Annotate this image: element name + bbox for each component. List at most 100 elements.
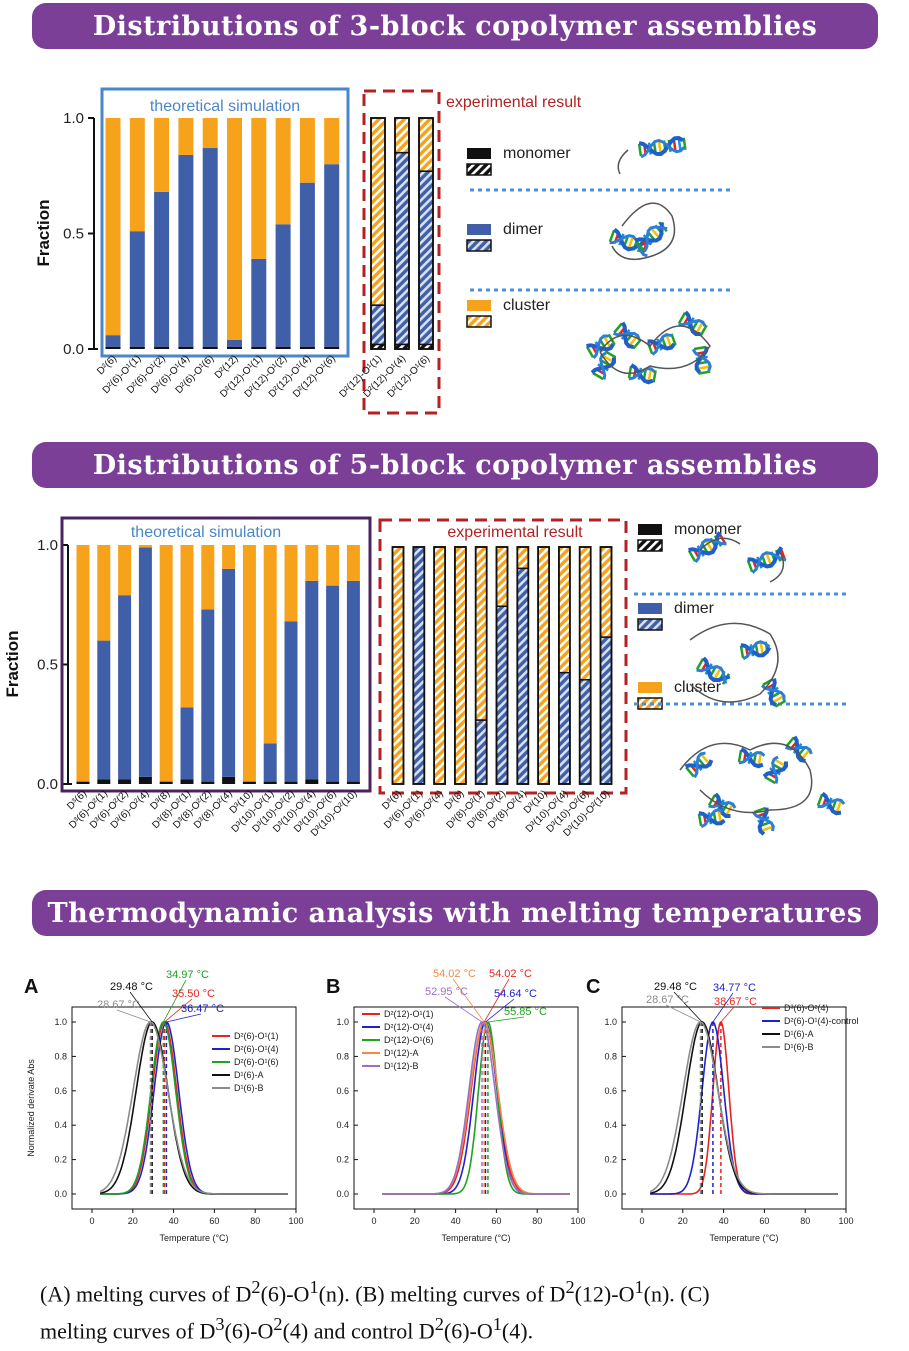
exp5-bar-dimer (516, 567, 530, 785)
theory3-bar-dimer (299, 182, 315, 347)
theory5-bar-monomer (284, 781, 298, 784)
A-x-tick-label: 80 (250, 1216, 260, 1226)
A-tm-label-3: 35.50 °C (172, 988, 215, 1000)
base-pair (700, 753, 711, 765)
B-x-tick-label: 0 (371, 1216, 376, 1226)
C-legend-label-3: D¹(6)-B (784, 1042, 814, 1052)
monomer5-linker (699, 537, 785, 583)
theory5-bar-cluster (180, 545, 194, 708)
backbone (757, 807, 769, 836)
backbone (747, 546, 784, 569)
B-tm-label-4: 55.85 °C (504, 1006, 547, 1018)
B-tm-label-3: 54.64 °C (494, 988, 537, 1000)
exp5-bar-outline (453, 546, 467, 785)
caption-line-2: melting curves of D3(6)-O2(4) and contro… (40, 1314, 534, 1344)
B-y-tick-label: 0.2 (336, 1155, 349, 1165)
exp5-frame (378, 518, 628, 795)
theory3-bar-monomer (178, 346, 194, 349)
backbone (647, 339, 676, 351)
theory5-tick-label: 0.5 (37, 657, 58, 674)
base-pair (713, 668, 722, 680)
theory5-bar-cluster (97, 545, 111, 641)
base-pair (682, 137, 687, 150)
dimer5-linker (689, 622, 779, 703)
dimer3-linker (611, 202, 676, 261)
theory3-frame (100, 87, 350, 358)
base-pair (650, 227, 661, 239)
base-pair (757, 753, 762, 766)
base-pair (695, 322, 704, 334)
B-tm-label-0: 54.02 °C (433, 968, 476, 980)
cluster3-sketch-2 (646, 333, 677, 356)
base-pair (739, 645, 745, 659)
C-tm-leader-3 (720, 1006, 735, 1023)
A-tm-label-4: 36.47 °C (181, 1003, 224, 1015)
cluster5-sketch-5 (816, 791, 846, 816)
theory3-bar-dimer (251, 258, 267, 347)
A-tm-leader-4 (166, 1013, 202, 1023)
backbone (684, 759, 714, 769)
base-pair (765, 553, 773, 566)
base-pair (602, 354, 614, 363)
theory5-bar-dimer (222, 568, 236, 777)
exp5-bar-dimer (412, 546, 426, 785)
theory5-bar-monomer (138, 776, 152, 784)
A-y-tick-label: 0.8 (54, 1051, 67, 1061)
cluster3-sketch-5 (627, 363, 657, 385)
exp3-title: experimental result (446, 94, 582, 111)
legend5-legend-cluster-solid (638, 682, 662, 693)
cluster3-sketch-6 (590, 350, 617, 381)
exp5-bar-outline (412, 546, 426, 785)
backbone (613, 331, 641, 341)
base-pair (657, 141, 662, 154)
backbone (740, 747, 764, 769)
base-pair (603, 336, 612, 348)
theory5-bar-cluster (326, 545, 340, 586)
B-x-tick-label: 60 (491, 1216, 501, 1226)
theory5-bar-dimer (263, 743, 277, 782)
backbone (640, 138, 686, 159)
base-pair (627, 365, 633, 379)
exp5-bar-outline (537, 546, 550, 785)
exp3-bar-outline (394, 117, 410, 350)
B-x-tick-label: 80 (532, 1216, 542, 1226)
theory3-bar-cluster (299, 118, 315, 183)
cluster5-sketch-4 (785, 735, 813, 763)
B-x-tick-label: 100 (570, 1216, 585, 1226)
backbone (751, 551, 787, 574)
exp5-bar-outline (495, 546, 509, 785)
theory5-bar-dimer (118, 595, 132, 780)
B-legend-label-2: D²(12)-O¹(6) (384, 1035, 434, 1045)
exp3-bar-cluster (418, 117, 434, 172)
backbone (634, 222, 664, 243)
theory3-tick-label: 0.0 (63, 341, 84, 358)
exp5-bar-outline (558, 546, 571, 785)
exp5-bar-outline (516, 546, 530, 785)
C-xlabel: Temperature (°C) (709, 1233, 778, 1243)
theory5-bar-monomer (305, 779, 319, 784)
theory5-bar-monomer (97, 779, 111, 784)
theory5-bar-monomer (222, 776, 236, 784)
C-tm-label-1: 28.67 °C (646, 994, 689, 1006)
B-y-tick-label: 0.8 (336, 1051, 349, 1061)
monomer3-linker (617, 149, 629, 175)
banner-3block: Distributions of 3-block copolymer assem… (32, 3, 878, 49)
theory3-bar-dimer (227, 339, 242, 347)
C-y-tick-label: 0.8 (604, 1051, 617, 1061)
figure-caption: (A) melting curves of D2(6)-O1(n). (B) m… (40, 1272, 880, 1347)
A-tm-leader-1 (116, 1009, 151, 1023)
B-tm-leader-3 (485, 998, 515, 1023)
base-pair (604, 350, 617, 359)
exp3-bar-dimer (394, 151, 410, 346)
B-tm-leader-1 (483, 978, 510, 1023)
base-pair (613, 322, 623, 334)
backbone (643, 225, 668, 253)
theory5-bar-cluster (284, 545, 298, 622)
cluster5-sketch-6 (697, 808, 726, 829)
backbone (698, 811, 726, 826)
C-tm-leader-0 (673, 991, 703, 1023)
legend3-legend-dimer-label: dimer (503, 221, 544, 238)
exp5-bar-outline (433, 546, 447, 785)
base-pair (697, 365, 710, 370)
